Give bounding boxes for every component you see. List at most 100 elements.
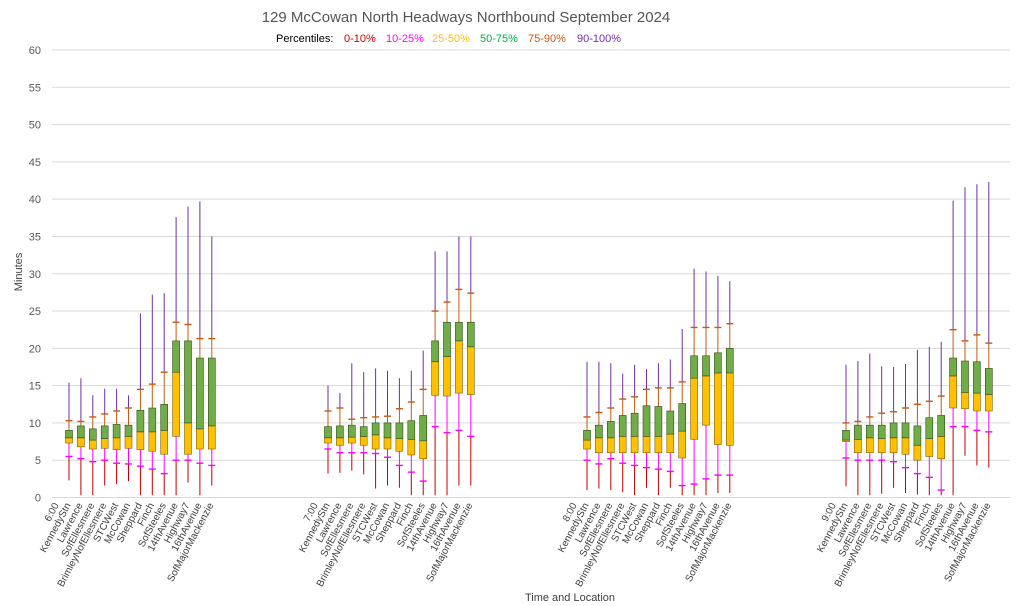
box-25-50 [595, 437, 603, 454]
legend-item: 25-50% [432, 33, 470, 45]
box-McCowan [901, 363, 910, 494]
box-25-50 [606, 437, 615, 454]
box-50-75 [160, 403, 168, 431]
box-25-50 [725, 372, 734, 446]
y-tick-label: 35 [29, 231, 41, 243]
box-SofMajorMackenzie [466, 236, 475, 486]
box-25-50 [65, 437, 73, 444]
legend-prefix: Percentiles: [276, 33, 333, 45]
box-25-50 [901, 437, 910, 455]
box-SofSteeles [419, 350, 428, 496]
box-50-75 [347, 424, 356, 438]
chart-title: 129 McCowan North Headways Northbound Se… [262, 9, 671, 26]
box-16thAvenue [196, 201, 204, 496]
y-tick-label: 60 [29, 45, 41, 57]
box-50-75 [877, 424, 886, 439]
box-50-75 [842, 430, 850, 441]
box-25-50 [124, 436, 133, 449]
box-25-50 [702, 375, 710, 426]
box-50-75 [112, 424, 121, 439]
y-axis-title: Minutes [13, 252, 25, 291]
box-STCWest [630, 364, 639, 496]
box-50-75 [208, 357, 216, 427]
box-50-75 [702, 355, 710, 377]
box-25-50 [630, 436, 639, 454]
box-50-75 [100, 425, 109, 439]
box-Finch [407, 370, 416, 496]
box-50-75 [407, 420, 416, 440]
box-KennedyStn [842, 364, 850, 487]
box-50-75 [196, 357, 204, 430]
box-McCowan [124, 395, 133, 482]
box-SofMajorMackenzie [208, 236, 216, 486]
box-50-75 [359, 426, 368, 437]
box-SofSteeles [678, 328, 687, 496]
box-50-75 [714, 352, 722, 374]
y-tick-label: 20 [29, 343, 41, 355]
box-50-75 [854, 424, 862, 440]
box-25-50 [666, 433, 675, 454]
box-50-75 [961, 360, 969, 393]
box-SofSteeles [937, 341, 946, 496]
box-Lawrence [77, 378, 85, 496]
time-group [842, 182, 993, 496]
box-50-75 [654, 406, 663, 437]
box-50-75 [136, 409, 145, 433]
box-50-75 [324, 426, 332, 439]
box-25-50 [973, 392, 981, 412]
box-50-75 [336, 425, 344, 439]
box-50-75 [925, 417, 934, 439]
box-50-75 [973, 361, 981, 394]
y-tick-label: 15 [29, 381, 41, 393]
legend-item: 50-75% [480, 33, 518, 45]
box-SofEllesmere [865, 353, 874, 496]
box-25-50 [654, 436, 663, 454]
box-50-75 [383, 422, 392, 439]
box-KennedyStn [65, 382, 73, 481]
box-25-50 [184, 422, 192, 455]
box-Lawrence [336, 393, 344, 473]
y-tick-label: 30 [29, 269, 41, 281]
y-tick-label: 40 [29, 194, 41, 206]
box-SofSteeles [160, 293, 168, 496]
box-STCWest [371, 368, 380, 489]
box-SofMajorMackenzie [984, 182, 993, 468]
box-McCowan [383, 370, 392, 486]
box-16thAvenue [714, 275, 722, 494]
box-50-75 [937, 415, 946, 437]
x-axis-title: Time and Location [525, 592, 615, 604]
box-25-50 [160, 430, 168, 455]
plot-area [65, 182, 993, 496]
box-25-50 [854, 439, 862, 454]
box-Lawrence [854, 361, 862, 496]
box-25-50 [443, 356, 451, 397]
box-25-50 [431, 361, 439, 396]
box-25-50 [949, 375, 957, 409]
box-16thAvenue [455, 236, 463, 486]
y-tick-label: 45 [29, 157, 41, 169]
box-25-50 [196, 428, 204, 450]
box-SofEllesmere [347, 363, 356, 471]
y-tick-label: 0 [35, 493, 41, 505]
legend-item: 10-25% [386, 33, 424, 45]
box-14thAvenue [431, 251, 439, 496]
box-50-75 [148, 407, 157, 433]
box-25-50 [913, 444, 922, 461]
box-STCWest [112, 388, 121, 485]
box-25-50 [112, 437, 121, 451]
box-50-75 [395, 422, 404, 439]
box-25-50 [937, 436, 946, 460]
box-25-50 [925, 438, 934, 457]
y-axis-ticks: 0 5 10 15 20 25 30 35 40 45 50 55 60 [29, 45, 41, 505]
box-25-50 [371, 434, 380, 450]
box-STCWest [889, 366, 898, 488]
box-SofMajorMackenzie [725, 281, 734, 494]
box-25-50 [618, 436, 627, 454]
box-14thAvenue [172, 217, 180, 496]
box-50-75 [606, 421, 615, 439]
time-group [324, 236, 475, 496]
box-Highway7 [961, 187, 969, 456]
y-tick-label: 50 [29, 120, 41, 132]
box-Highway7 [443, 251, 451, 496]
box-Lawrence [595, 361, 603, 489]
